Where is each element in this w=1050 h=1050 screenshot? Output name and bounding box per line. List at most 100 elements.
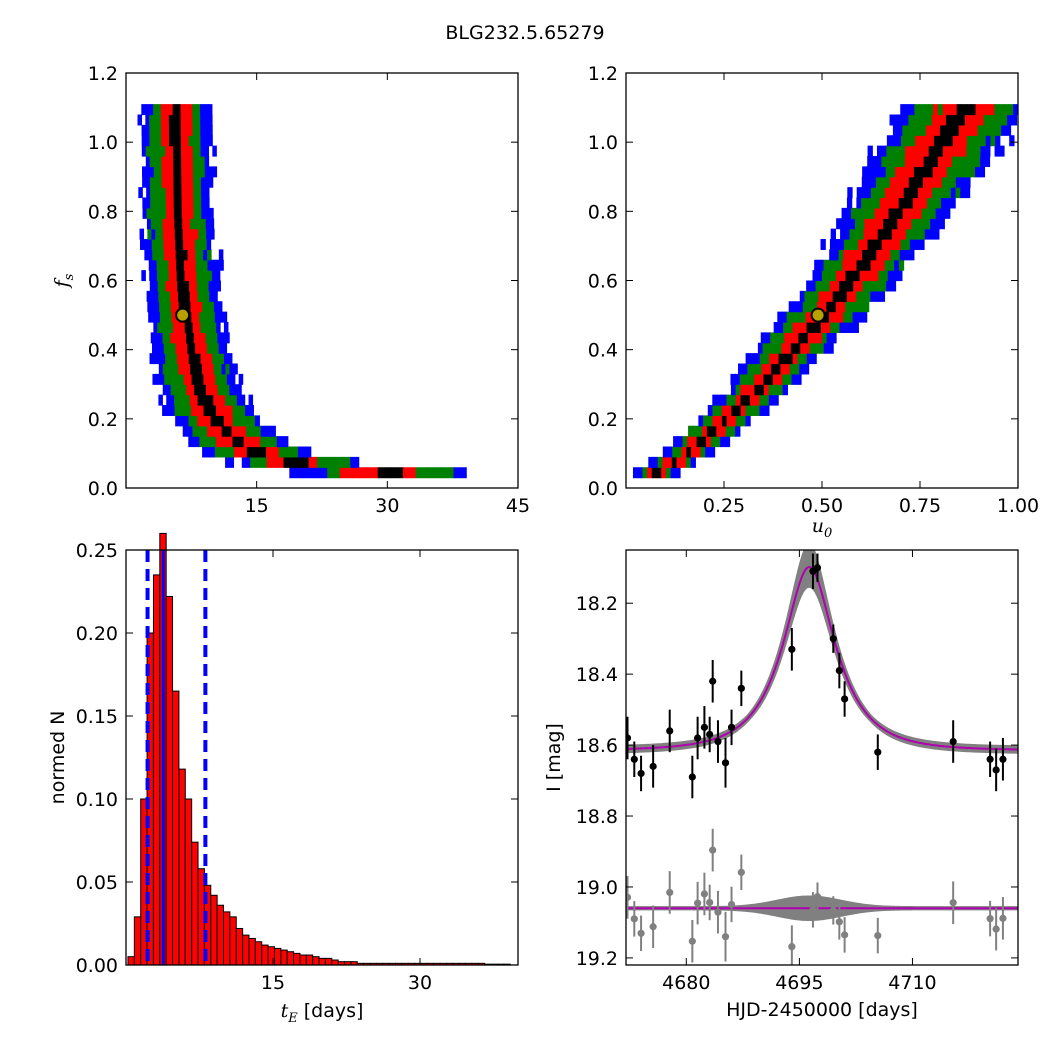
heatmap-cell (675, 467, 681, 479)
heatmap-cell (172, 104, 178, 116)
heatmap-cell (188, 280, 194, 292)
heatmap-cell (744, 373, 750, 385)
heatmap-cell (205, 207, 210, 219)
heatmap-cell (228, 415, 234, 427)
heatmap-cell (181, 280, 186, 292)
heatmap-cell (208, 166, 214, 178)
heatmap-cell (880, 166, 887, 178)
y-tick-label: 0.20 (76, 623, 118, 645)
heatmap-cell (218, 249, 224, 261)
heatmap-cell (236, 425, 242, 437)
heatmap-cell (779, 332, 785, 344)
heatmap-cell (862, 239, 869, 250)
heatmap-cell (898, 114, 905, 126)
heatmap-cell (153, 166, 159, 178)
heatmap-cell (200, 270, 205, 282)
heatmap-cell (989, 104, 995, 116)
residual-point (788, 943, 796, 951)
heatmap-cell (789, 363, 796, 375)
heatmap-cell (925, 124, 932, 136)
heatmap-cell (935, 207, 941, 219)
heatmap-cell (213, 301, 219, 313)
heatmap-cell (192, 353, 198, 365)
y-tick-label: 0.10 (76, 789, 118, 811)
residual-point (999, 914, 1007, 922)
heatmap-cell (237, 384, 242, 396)
heatmap-cell (786, 342, 792, 354)
heatmap-cell (859, 218, 865, 230)
heatmap-cell (186, 301, 192, 313)
heatmap-cell (841, 207, 847, 219)
heatmap-cell (213, 394, 218, 406)
heatmap-cell (861, 259, 867, 271)
heatmap-cell (828, 259, 834, 271)
heatmap-cell (148, 311, 153, 323)
heatmap-cell (184, 104, 189, 116)
heatmap-cell (180, 145, 186, 157)
heatmap-cell (165, 166, 171, 178)
heatmap-cell (801, 322, 808, 333)
heatmap-cell (206, 311, 212, 323)
heatmap-cell (259, 446, 267, 458)
heatmap-cell (201, 187, 206, 199)
heatmap-cell (716, 425, 722, 437)
histogram-bar (235, 927, 244, 966)
heatmap-cell (764, 394, 770, 406)
y-tick-label: 18.4 (576, 664, 618, 686)
heatmap-cell (181, 156, 186, 167)
heatmap-cell (184, 124, 190, 136)
heatmap-cell (160, 249, 165, 261)
heatmap-cell (177, 187, 183, 199)
heatmap-cell (865, 207, 871, 219)
heatmap-cell (887, 218, 894, 230)
heatmap-cell (839, 280, 845, 292)
heatmap-cell (289, 467, 303, 479)
heatmap-cell (146, 187, 151, 199)
heatmap-cell (848, 280, 854, 292)
heatmap-cell (233, 363, 238, 375)
heatmap-cell (871, 156, 878, 167)
heatmap-cell (777, 384, 784, 396)
heatmap-cell (161, 156, 167, 167)
heatmap-cell (864, 218, 870, 230)
heatmap-cell (210, 301, 215, 313)
heatmap-cell (821, 332, 828, 344)
heatmap-cell (1002, 114, 1008, 126)
heatmap-cell (165, 176, 171, 188)
heatmap-cell (176, 124, 182, 136)
heatmap-cell (860, 290, 867, 302)
heatmap-cell (222, 342, 228, 354)
heatmap-cell (154, 290, 159, 302)
heatmap-cell (300, 456, 310, 468)
heatmap-cell (204, 145, 210, 157)
heatmap-cell (796, 373, 802, 385)
heatmap-cell (897, 270, 903, 282)
heatmap-cell (159, 239, 165, 250)
heatmap-cell (696, 436, 702, 448)
heatmap-cell (160, 104, 166, 116)
heatmap-cell (665, 467, 672, 479)
heatmap-cell (161, 197, 167, 209)
heatmap-cell (166, 363, 172, 375)
heatmap-cell (230, 373, 236, 385)
heatmap-cell (186, 332, 191, 344)
heatmap-cell (911, 124, 918, 136)
heatmap-cell (881, 239, 887, 250)
panel-histogram-frame (125, 549, 519, 966)
heatmap-cell (185, 176, 190, 188)
heatmap-cell (179, 249, 185, 261)
heatmap-cell (185, 187, 190, 199)
heatmap-cell (963, 124, 969, 136)
heatmap-cell (901, 228, 907, 240)
heatmap-cell (211, 373, 216, 385)
heatmap-cell (166, 301, 172, 313)
heatmap-cell (792, 322, 798, 333)
heatmap-cell (171, 239, 176, 250)
heatmap-cell (885, 176, 891, 188)
histogram-bar (299, 954, 307, 966)
heatmap-cell (875, 259, 881, 271)
heatmap-cell (213, 332, 218, 344)
heatmap-cell (189, 197, 194, 209)
heatmap-cell (927, 176, 933, 188)
heatmap-cell (955, 114, 961, 126)
